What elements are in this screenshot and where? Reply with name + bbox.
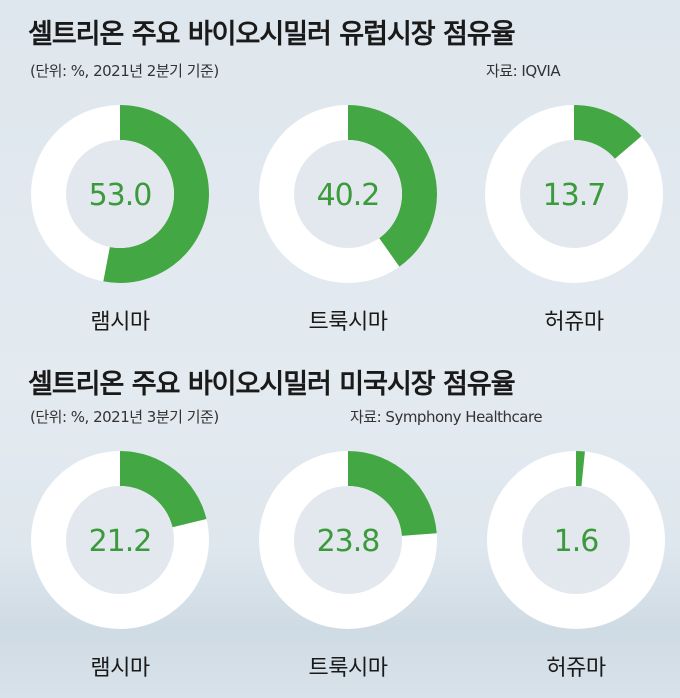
category-label-remsima: 램시마 [90,656,150,681]
donut-truxima-us: 23.8 [258,450,438,630]
donut-remsima-eu: 53.0 [30,104,210,284]
europe-section: 셀트리온 주요 바이오시밀러 유럽시장 점유율 (단위: %, 2021년 2분… [0,0,680,340]
category-label-herzuma: 허쥬마 [544,310,604,335]
donut-segment [120,451,207,528]
donut-hole [520,140,628,248]
category-label-truxima: 트룩시마 [308,310,388,335]
donut-remsima-us: 21.2 [30,450,210,630]
chart-title: 셀트리온 주요 바이오시밀러 유럽시장 점유율 [28,19,516,50]
donut-svg: 40.2 [259,105,437,283]
source-note: 자료: IQVIA [486,62,561,80]
donut-value-label: 21.2 [89,524,152,559]
us-section: 셀트리온 주요 바이오시밀러 미국시장 점유율 (단위: %, 2021년 3분… [0,352,680,698]
donut-hole [294,140,402,248]
source-note: 자료: Symphony Healthcare [350,408,543,426]
donut-segment [103,105,209,283]
donut-segment [348,451,437,536]
donut-value-label: 1.6 [554,524,599,559]
chart-title: 셀트리온 주요 바이오시밀러 미국시장 점유율 [28,369,516,400]
donut-segment [576,451,585,487]
donut-hole [66,486,174,594]
donut-svg: 13.7 [485,105,663,283]
donut-value-label: 23.8 [317,524,380,559]
category-label-herzuma: 허쥬마 [546,656,606,681]
donut-hole [294,486,402,594]
donut-value-label: 13.7 [543,178,606,213]
donut-value-label: 40.2 [317,178,380,213]
category-label-remsima: 램시마 [90,310,150,335]
donut-herzuma-eu: 13.7 [484,104,664,284]
category-label-truxima: 트룩시마 [308,656,388,681]
donut-svg: 23.8 [259,451,437,629]
unit-note: (단위: %, 2021년 3분기 기준) [30,408,219,426]
donut-truxima-eu: 40.2 [258,104,438,284]
donut-svg: 21.2 [31,451,209,629]
donut-herzuma-us: 1.6 [486,450,666,630]
donut-segment [574,105,642,159]
unit-note: (단위: %, 2021년 2분기 기준) [30,62,219,80]
donut-value-label: 53.0 [89,178,152,213]
donut-segment [348,105,437,267]
donut-svg: 1.6 [487,451,665,629]
donut-hole [66,140,174,248]
donut-svg: 53.0 [31,105,209,283]
donut-hole [522,486,630,594]
